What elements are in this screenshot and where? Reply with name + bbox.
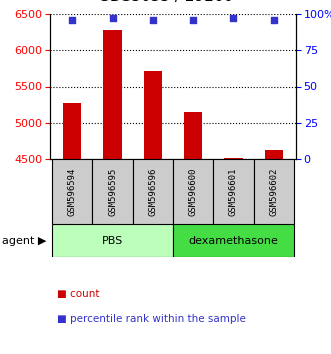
Bar: [173, 159, 213, 224]
Point: [191, 17, 196, 23]
Bar: [92, 159, 133, 224]
Point: [110, 16, 115, 21]
Bar: [52, 224, 173, 257]
Text: GDS5035 / 29260: GDS5035 / 29260: [98, 0, 233, 4]
Text: GSM596602: GSM596602: [269, 167, 278, 216]
Bar: [265, 150, 283, 159]
Bar: [103, 30, 121, 159]
Point: [231, 16, 236, 21]
Bar: [173, 224, 294, 257]
Text: agent ▶: agent ▶: [2, 235, 46, 246]
Text: GSM596600: GSM596600: [189, 167, 198, 216]
Point: [271, 17, 276, 23]
Text: dexamethasone: dexamethasone: [189, 235, 278, 246]
Text: GSM596596: GSM596596: [148, 167, 157, 216]
Bar: [213, 159, 254, 224]
Text: PBS: PBS: [102, 235, 123, 246]
Text: GSM596601: GSM596601: [229, 167, 238, 216]
Bar: [254, 159, 294, 224]
Text: ■ count: ■ count: [57, 289, 99, 299]
Text: GSM596595: GSM596595: [108, 167, 117, 216]
Bar: [52, 159, 92, 224]
Bar: [144, 70, 162, 159]
Text: ■ percentile rank within the sample: ■ percentile rank within the sample: [57, 314, 246, 324]
Bar: [63, 103, 81, 159]
Bar: [184, 112, 202, 159]
Bar: [224, 158, 243, 159]
Point: [70, 17, 75, 23]
Bar: [133, 159, 173, 224]
Point: [150, 17, 156, 23]
Text: GSM596594: GSM596594: [68, 167, 77, 216]
